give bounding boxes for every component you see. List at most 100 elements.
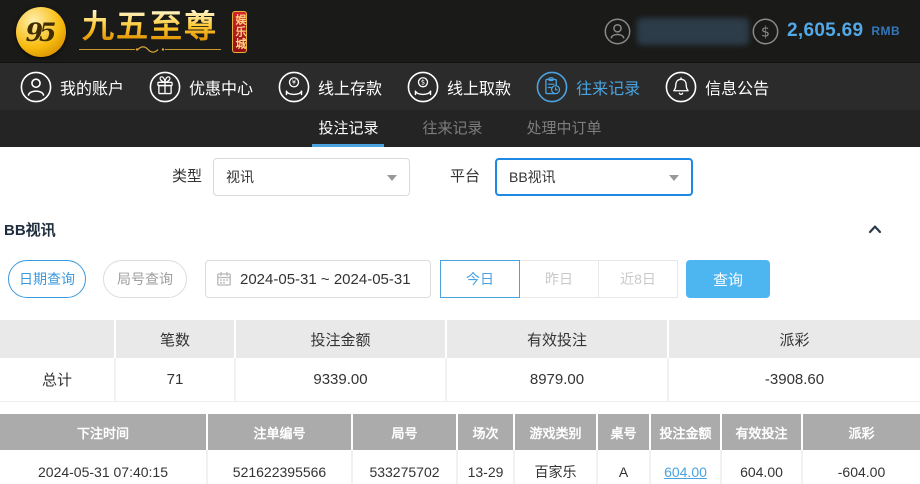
round-query-label: 局号查询	[117, 271, 173, 287]
chevron-up-icon	[868, 225, 882, 234]
detail-header-session: 场次	[457, 414, 515, 450]
nav-label: 往来记录	[576, 80, 641, 98]
summary-header-count: 笔数	[115, 320, 236, 358]
nav-item-promotions[interactable]: 优惠中心	[149, 71, 253, 103]
date-range-picker[interactable]: 2024-05-31 ~ 2024-05-31	[205, 260, 431, 298]
date-query-button[interactable]: 日期查询	[8, 260, 86, 298]
svg-text:$: $	[421, 78, 425, 86]
platform-select[interactable]: BB视讯	[495, 158, 693, 196]
detail-table: 下注时间 注单编号 局号 场次 游戏类别 桌号 投注金额 有效投注 派彩 202…	[0, 414, 920, 484]
bet-time-cell: 2024-05-31 07:40:15	[0, 450, 208, 484]
bet-id-cell: 521622395566	[207, 450, 353, 484]
platform-label: 平台	[450, 168, 481, 185]
caret-down-icon	[669, 174, 679, 186]
nav-item-deposit[interactable]: ¥ 线上存款	[278, 71, 382, 103]
user-icon	[604, 18, 631, 44]
platform-select-value: BB视讯	[509, 169, 556, 185]
last-8-days-button[interactable]: 近8日	[598, 260, 678, 298]
logo-emblem-text: 95	[25, 17, 57, 47]
tab-label: 投注记录	[318, 119, 379, 137]
collapse-section-button[interactable]	[862, 216, 888, 242]
site-logo[interactable]: 95 九五至尊 娱乐城	[16, 4, 247, 60]
logo-emblem-icon: 95	[16, 7, 66, 57]
detail-header-payout: 派彩	[802, 414, 920, 450]
today-label: 今日	[466, 271, 494, 287]
main-nav: 我的账户 优惠中心 ¥ 线上存款	[0, 62, 920, 110]
date-range-value: 2024-05-31 ~ 2024-05-31	[240, 270, 411, 288]
type-select-value: 视讯	[226, 169, 254, 185]
nav-item-transaction-records[interactable]: 往来记录	[536, 71, 640, 103]
logo-badge-text: 娱乐城	[234, 14, 246, 50]
gift-icon	[149, 71, 181, 102]
quick-range-group: 今日 昨日 近8日	[440, 260, 678, 298]
balance-currency: RMB	[871, 24, 901, 38]
logo-badge: 娱乐城	[232, 11, 247, 53]
summary-header-bet-amount: 投注金额	[235, 320, 447, 358]
type-label: 类型	[172, 168, 203, 185]
search-button-label: 查询	[712, 271, 743, 289]
detail-header-game-type: 游戏类别	[514, 414, 598, 450]
tab-label: 处理中订单	[526, 119, 602, 137]
detail-header-bet-id: 注单编号	[207, 414, 353, 450]
round-id-cell: 533275702	[352, 450, 458, 484]
detail-header-row: 下注时间 注单编号 局号 场次 游戏类别 桌号 投注金额 有效投注 派彩	[0, 414, 920, 450]
detail-header-valid-bet: 有效投注	[721, 414, 803, 450]
summary-total-row: 总计 71 9339.00 8979.00 -3908.60	[0, 358, 920, 402]
nav-label: 线上取款	[447, 80, 512, 98]
type-select[interactable]: 视讯	[213, 158, 410, 196]
last-8-days-label: 近8日	[620, 271, 656, 287]
summary-valid-bet-value: 8979.00	[446, 358, 669, 402]
summary-header-payout: 派彩	[668, 320, 920, 358]
tab-betting-records[interactable]: 投注记录	[312, 110, 385, 147]
bet-amount-link[interactable]: 604.00	[664, 464, 707, 480]
tab-transaction-records[interactable]: 往来记录	[416, 110, 488, 147]
session-cell: 13-29	[457, 450, 515, 484]
user-icon	[20, 71, 52, 102]
username-redacted	[637, 17, 749, 45]
yesterday-label: 昨日	[545, 271, 573, 287]
bet-amount-cell: 604.00	[650, 450, 722, 484]
svg-text:$: $	[761, 24, 770, 40]
table-row: 2024-05-31 07:40:15 521622395566 5332757…	[0, 450, 920, 484]
payout-cell: -604.00	[802, 450, 920, 484]
today-button[interactable]: 今日	[440, 260, 520, 298]
detail-header-bet-time: 下注时间	[0, 414, 208, 450]
search-button[interactable]: 查询	[686, 260, 770, 298]
sub-nav: 投注记录 往来记录 处理中订单	[0, 110, 920, 147]
svg-text:¥: ¥	[292, 78, 296, 86]
withdraw-icon: $	[407, 71, 439, 102]
summary-header-row: 笔数 投注金额 有效投注 派彩	[0, 320, 920, 358]
balance-amount: 2,605.69	[787, 20, 864, 41]
summary-bet-amount-value: 9339.00	[235, 358, 447, 402]
nav-item-my-account[interactable]: 我的账户	[20, 71, 124, 103]
nav-item-announcements[interactable]: 信息公告	[665, 71, 769, 103]
summary-header-empty	[0, 320, 116, 358]
flourish-icon	[79, 46, 221, 53]
summary-payout-value: -3908.60	[668, 358, 920, 402]
detail-header-bet-amount: 投注金额	[650, 414, 722, 450]
date-query-label: 日期查询	[19, 271, 75, 287]
summary-count-value: 71	[115, 358, 236, 402]
nav-label: 线上存款	[318, 80, 383, 98]
summary-table: 笔数 投注金额 有效投注 派彩 总计 71 9339.00 8979.00 -3…	[0, 320, 920, 402]
logo-title: 九五至尊	[81, 8, 218, 45]
yesterday-button[interactable]: 昨日	[519, 260, 599, 298]
detail-header-round-id: 局号	[352, 414, 458, 450]
round-query-button[interactable]: 局号查询	[103, 260, 187, 298]
summary-header-valid-bet: 有效投注	[446, 320, 669, 358]
game-type-cell: 百家乐	[514, 450, 598, 484]
top-bar: 95 九五至尊 娱乐城	[0, 0, 920, 62]
deposit-icon: ¥	[278, 71, 310, 102]
summary-total-label: 总计	[0, 358, 116, 402]
user-account-area[interactable]	[604, 0, 749, 62]
nav-item-withdraw[interactable]: $ 线上取款	[407, 71, 511, 103]
dollar-icon: $	[752, 18, 779, 44]
caret-down-icon	[387, 174, 397, 186]
tab-label: 往来记录	[422, 119, 483, 137]
tab-processing-orders[interactable]: 处理中订单	[521, 110, 608, 147]
detail-header-table-no: 桌号	[597, 414, 651, 450]
balance-area: $ 2,605.69 RMB	[752, 0, 900, 62]
table-no-cell: A	[597, 450, 651, 484]
section-title: BB视讯	[4, 222, 56, 239]
